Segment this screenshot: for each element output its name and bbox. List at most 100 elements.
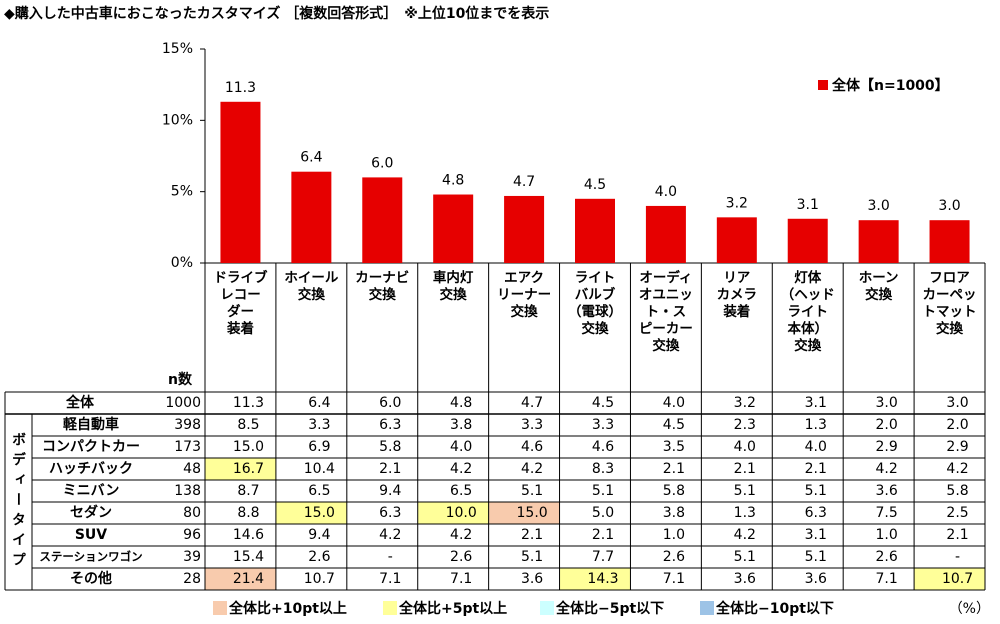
cell: 4.0	[734, 439, 756, 455]
highlight-label: 全体比+10pt以上	[228, 600, 347, 617]
cell-highlight	[205, 458, 276, 480]
cell: 3.1	[805, 395, 827, 411]
cell-highlight	[205, 568, 276, 590]
cell: 1.3	[734, 505, 756, 521]
cell: 15.0	[517, 505, 548, 521]
cell: 14.3	[587, 571, 618, 587]
cell: 6.5	[308, 483, 330, 499]
highlight-swatch	[540, 601, 554, 615]
cell: 2.6	[876, 549, 898, 565]
cell: -	[955, 549, 960, 565]
cell: 5.1	[805, 483, 827, 499]
row-n: 28	[183, 571, 201, 587]
bar	[362, 177, 403, 263]
cell: 10.4	[304, 461, 335, 477]
cell: 7.1	[876, 571, 898, 587]
cell: 2.9	[946, 439, 968, 455]
cell: 14.6	[233, 527, 264, 543]
cell-highlight	[559, 568, 631, 590]
row-label: その他	[70, 570, 112, 587]
cell: 4.7	[521, 395, 543, 411]
cell: 3.3	[521, 417, 543, 433]
row-n: 1000	[165, 395, 201, 411]
cell: 4.2	[450, 461, 472, 477]
cell: 6.3	[379, 417, 401, 433]
cell: 5.1	[734, 549, 756, 565]
cell: 3.0	[876, 395, 898, 411]
cell: 4.6	[521, 439, 543, 455]
value-label: 6.0	[371, 155, 393, 171]
y-tick-label: 5%	[171, 184, 193, 200]
cell-highlight	[488, 502, 560, 524]
cell: 2.6	[663, 549, 685, 565]
cell: 10.7	[942, 571, 973, 587]
cell: 2.5	[946, 505, 968, 521]
category-label: ホーン 交換	[858, 270, 899, 303]
cell: 21.4	[233, 571, 264, 587]
row-n: 138	[174, 483, 201, 499]
cell: 10.7	[304, 571, 335, 587]
title: ◆購入した中古車におこなったカスタマイズ ［複数回答形式］ ※上位10位までを表…	[4, 5, 549, 22]
cell: 3.6	[734, 571, 756, 587]
cell: 2.1	[734, 461, 756, 477]
row-n: 80	[183, 505, 201, 521]
cell: 15.0	[233, 439, 264, 455]
cell: 8.5	[237, 417, 259, 433]
value-label: 4.7	[513, 174, 535, 190]
bar	[645, 205, 686, 263]
value-label: 3.2	[726, 195, 748, 211]
category-label: 車内灯 交換	[432, 270, 474, 303]
cell: 4.5	[663, 417, 685, 433]
cell: 8.7	[237, 483, 259, 499]
highlight-swatch	[700, 601, 714, 615]
value-label: 3.1	[797, 197, 819, 213]
row-n: 39	[183, 549, 201, 565]
row-n: 48	[183, 461, 201, 477]
row-label: ミニバン	[63, 483, 120, 499]
cell: 1.0	[663, 527, 685, 543]
value-label: 4.0	[655, 184, 677, 200]
cell: 3.1	[805, 527, 827, 543]
row-n: 398	[174, 417, 201, 433]
y-tick-label: 0%	[171, 255, 193, 271]
cell-highlight	[914, 568, 985, 590]
cell: 5.1	[734, 483, 756, 499]
value-label: 6.4	[300, 150, 322, 166]
cell: 4.2	[379, 527, 401, 543]
category-label: カーナビ 交換	[355, 270, 410, 303]
cell: 7.7	[592, 549, 614, 565]
row-label: 全体	[65, 394, 95, 411]
cell: 5.8	[379, 439, 401, 455]
row-n: 173	[174, 439, 201, 455]
cell: 4.0	[663, 395, 685, 411]
cell: 11.3	[233, 395, 264, 411]
cell-highlight	[275, 502, 347, 524]
cell: 2.1	[946, 527, 968, 543]
cell: 4.2	[521, 461, 543, 477]
bar	[787, 218, 828, 263]
cell: 2.1	[521, 527, 543, 543]
bar	[504, 195, 545, 263]
cell: 2.9	[876, 439, 898, 455]
category-label: ドライブ レコー ダー 装着	[213, 270, 268, 337]
highlight-label: 全体比−10pt以下	[715, 600, 834, 617]
cell: 4.2	[946, 461, 968, 477]
cell: 6.5	[450, 483, 472, 499]
highlight-swatch	[213, 601, 227, 615]
cell: 4.8	[450, 395, 472, 411]
bar	[575, 198, 615, 263]
cell: 2.6	[308, 549, 330, 565]
cell: 6.9	[308, 439, 330, 455]
row-label: 軽自動車	[63, 416, 119, 433]
category-label: ライト バルブ （電球） 交換	[568, 270, 622, 337]
bar	[291, 171, 332, 263]
row-label: ハッチバック	[49, 461, 133, 477]
cell: 3.6	[876, 483, 898, 499]
cell: 5.1	[521, 483, 543, 499]
cell: 15.4	[233, 549, 264, 565]
cell: 7.1	[379, 571, 401, 587]
cell: 1.0	[876, 527, 898, 543]
value-label: 3.0	[868, 198, 890, 214]
cell: 2.1	[379, 461, 401, 477]
